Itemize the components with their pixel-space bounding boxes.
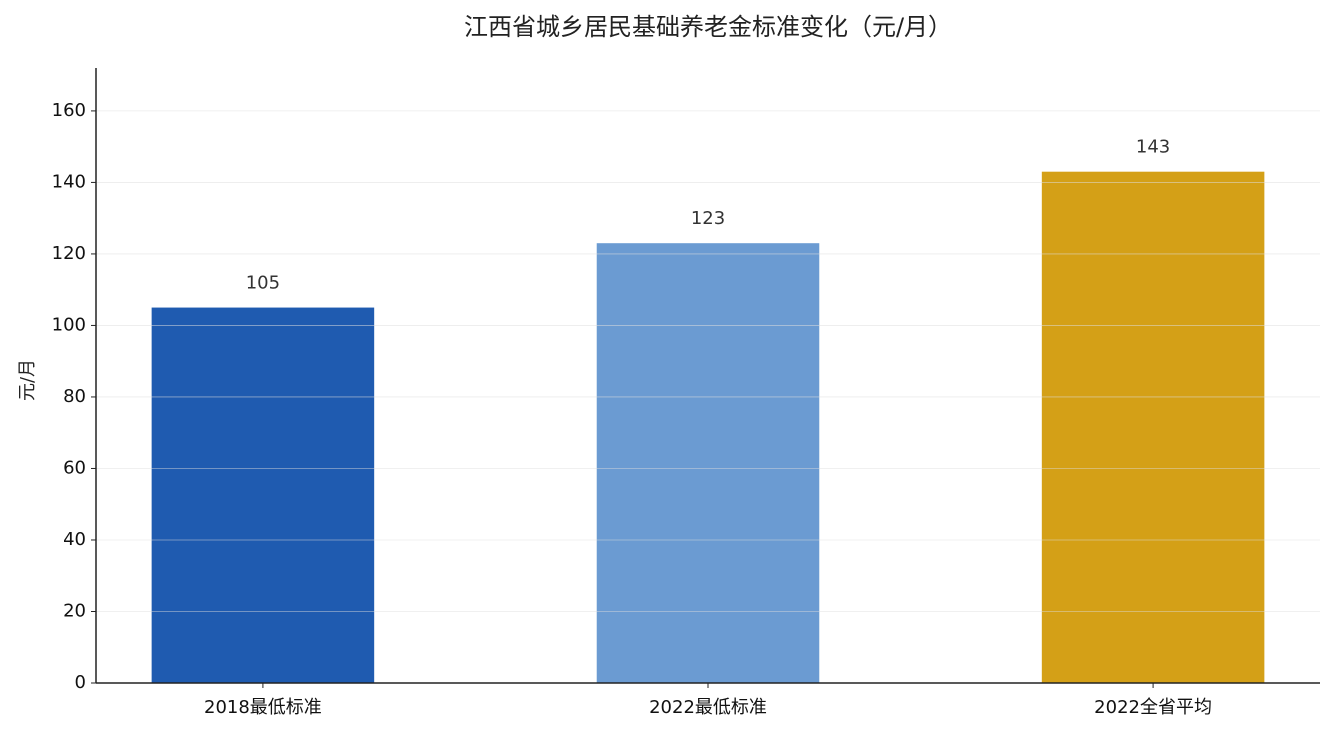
y-tick-label: 20 <box>63 600 86 621</box>
bar <box>1041 171 1265 683</box>
y-tick-label: 60 <box>63 457 86 478</box>
x-tick-label: 2022最低标准 <box>649 697 767 718</box>
bar <box>596 243 820 683</box>
chart-title: 江西省城乡居民基础养老金标准变化（元/月） <box>464 13 952 41</box>
bar <box>151 307 375 683</box>
y-tick-label: 160 <box>52 100 86 121</box>
y-tick-label: 120 <box>52 243 86 264</box>
y-tick-label: 0 <box>75 672 86 693</box>
y-tick-label: 140 <box>52 171 86 192</box>
x-tick-label: 2018最低标准 <box>204 697 322 718</box>
y-tick-label: 40 <box>63 529 86 550</box>
value-label: 123 <box>691 208 725 229</box>
y-tick-label: 80 <box>63 386 86 407</box>
x-tick-label: 2022全省平均 <box>1094 697 1212 718</box>
y-axis-label: 元/月 <box>17 359 38 401</box>
y-tick-label: 100 <box>52 314 86 335</box>
value-label: 143 <box>1136 137 1170 158</box>
value-label: 105 <box>246 273 280 294</box>
